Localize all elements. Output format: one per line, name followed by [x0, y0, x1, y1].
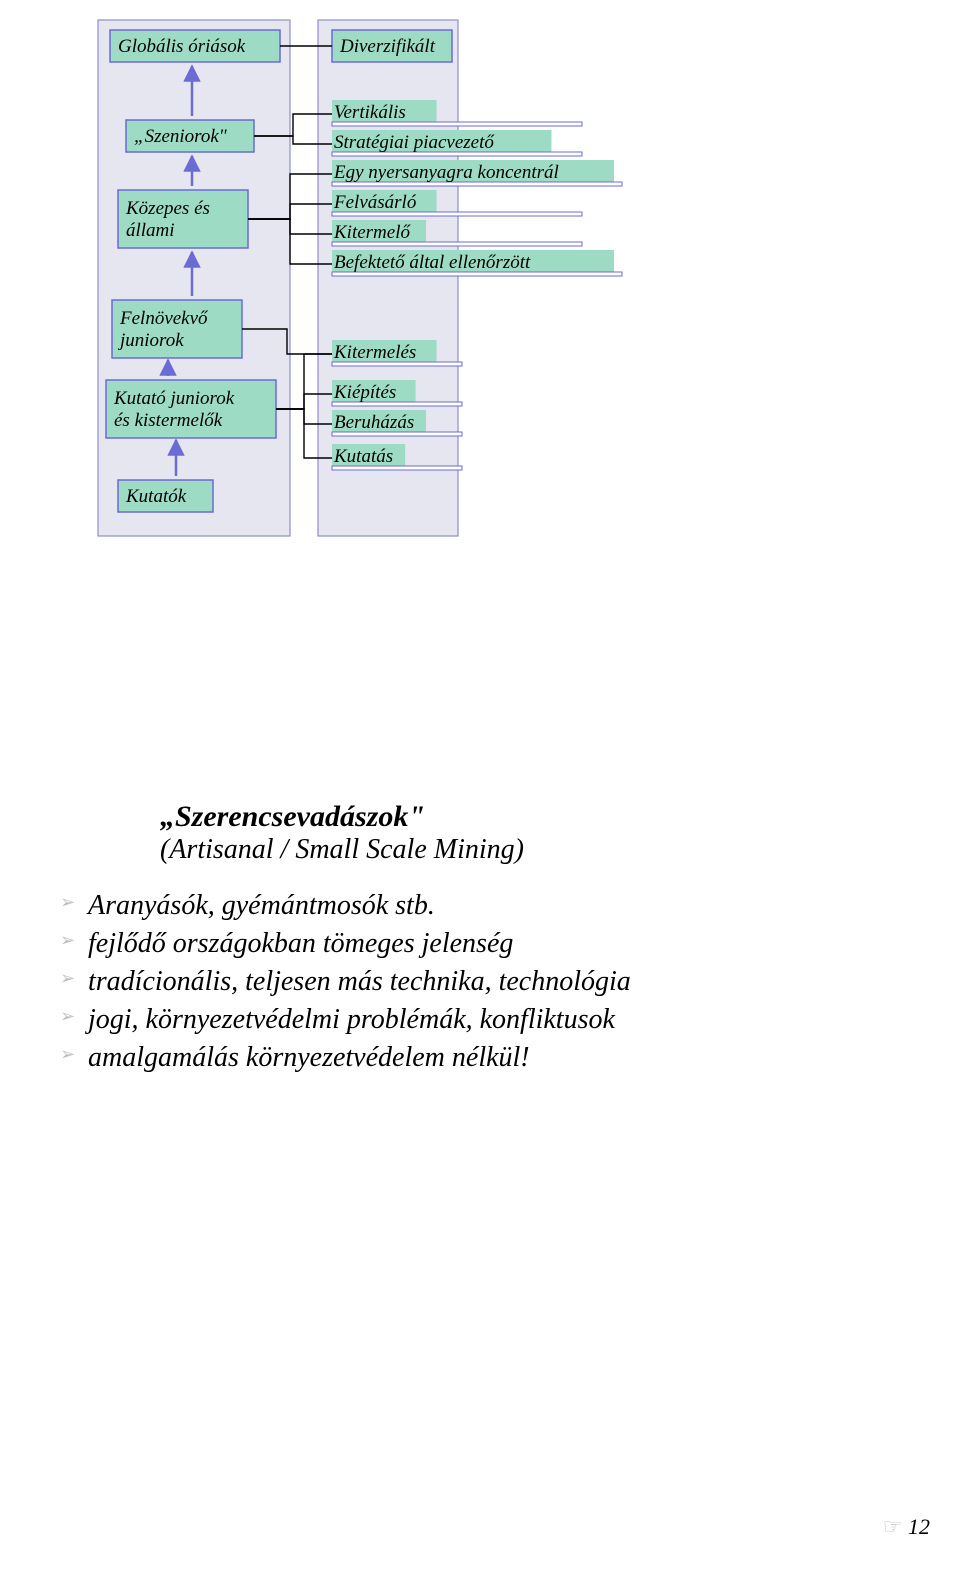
hierarchy-diagram: Globális óriások „Szeniorok" Közepes ésáll… — [0, 0, 960, 640]
svg-text:Diverzifikált: Diverzifikált — [339, 36, 436, 57]
svg-text:Felnövekvő: Felnövekvő — [119, 308, 209, 329]
svg-text:Közepes és: Közepes és — [125, 198, 210, 219]
content-subtitle: (Artisanal / Small Scale Mining) — [160, 834, 524, 865]
page-number: 12 — [883, 1514, 930, 1540]
svg-text:Kutatás: Kutatás — [333, 446, 393, 467]
bullet-item: fejlődő országokban tömeges jelenség — [60, 928, 740, 960]
svg-text:Globális óriások: Globális óriások — [118, 36, 246, 57]
svg-text:Vertikális: Vertikális — [334, 102, 406, 123]
svg-text:és kistermelők: és kistermelők — [114, 410, 223, 431]
svg-text:Beruházás: Beruházás — [334, 412, 414, 433]
bullet-item: Aranyásók, gyémántmosók stb. — [60, 890, 740, 922]
bullet-item: jogi, környezetvédelmi problémák, konfli… — [60, 1004, 740, 1036]
content-block: „Szerencsevadászok" (Artisanal / Small S… — [60, 800, 740, 1080]
svg-text:Kutató juniorok: Kutató juniorok — [113, 388, 235, 409]
bullet-list: Aranyásók, gyémántmosók stb. fejlődő orsz… — [60, 890, 740, 1074]
svg-text:Befektető által ellenőrzött: Befektető által ellenőrzött — [334, 252, 531, 273]
svg-text:Kiépítés: Kiépítés — [333, 382, 396, 403]
svg-text:Kitermelő: Kitermelő — [333, 222, 411, 243]
svg-text:Kitermelés: Kitermelés — [333, 342, 416, 363]
bullet-item: amalgamálás környezetvédelem nélkül! — [60, 1042, 740, 1074]
bullet-item: tradícionális, teljesen más technika, te… — [60, 966, 740, 998]
svg-text:Felvásárló: Felvásárló — [333, 192, 417, 213]
svg-text:Stratégiai piacvezető: Stratégiai piacvezető — [334, 132, 495, 153]
svg-text:Egy nyersanyagra koncentrál: Egy nyersanyagra koncentrál — [333, 162, 559, 183]
content-title: „Szerencsevadászok" — [160, 800, 425, 833]
svg-text:Kutatók: Kutatók — [125, 486, 187, 507]
svg-text:„Szeniorok": „Szeniorok" — [134, 126, 228, 147]
svg-text:állami: állami — [126, 220, 175, 241]
svg-text:juniorok: juniorok — [117, 330, 184, 351]
